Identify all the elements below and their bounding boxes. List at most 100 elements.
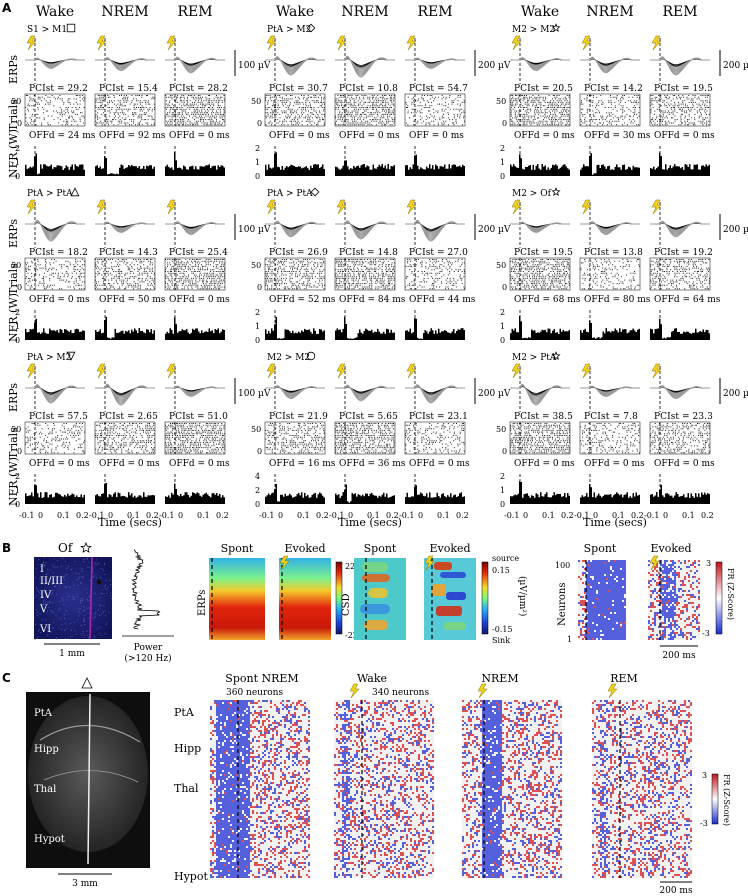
area-label: Of bbox=[58, 541, 74, 555]
nfr-tick: 2 bbox=[500, 144, 505, 153]
raster-spikes bbox=[265, 423, 325, 454]
region-label-axis: Thal bbox=[174, 782, 199, 795]
time-tick: -0.1 bbox=[89, 511, 104, 520]
stimulus-bolt-icon bbox=[511, 35, 522, 51]
panel-letter-c: C bbox=[2, 671, 11, 685]
time-tick: 0 bbox=[178, 511, 183, 520]
trial-tick: 50 bbox=[496, 261, 506, 270]
state-label: REM bbox=[417, 4, 452, 20]
trial-tick: 50 bbox=[11, 425, 21, 434]
stimulus-bolt-icon bbox=[651, 363, 662, 379]
offd-value: OFFd = 64 ms bbox=[654, 295, 721, 305]
pci-value: PCIst = 19.5 bbox=[654, 84, 713, 94]
nfr-tick: 2 bbox=[15, 144, 20, 153]
scale-bar-label: 100 µV bbox=[238, 389, 271, 399]
nfr-histogram bbox=[335, 160, 395, 176]
condition-header: Evoked bbox=[429, 542, 470, 555]
stimulus-bolt-icon bbox=[96, 35, 107, 51]
erp-trace bbox=[650, 220, 710, 238]
colorbar-tick: -0.15 bbox=[492, 625, 513, 634]
csd-blob bbox=[364, 620, 388, 630]
offd-value: OFF = 0 ms bbox=[409, 131, 464, 141]
diamond-icon bbox=[310, 187, 320, 197]
block-label: PtA > M2 bbox=[27, 353, 71, 363]
erp-trace bbox=[510, 221, 570, 233]
stimulus-bolt-icon bbox=[279, 555, 290, 571]
erp-trace bbox=[405, 384, 465, 404]
raster-spikes bbox=[405, 95, 465, 126]
offd-value: OFFd = 0 ms bbox=[584, 459, 645, 469]
circle-icon bbox=[306, 351, 316, 361]
population-fr-heatmap bbox=[210, 700, 310, 878]
fr-suppressed-cells bbox=[578, 560, 626, 640]
erp-trace bbox=[25, 57, 85, 69]
condition-header: Evoked bbox=[650, 542, 691, 555]
csd-colorbar bbox=[481, 561, 489, 635]
nfr-histogram bbox=[95, 483, 155, 504]
stim-block: M2 > M2 PCIst = 21.9 50 0 OFFd = 16 ms 4 2 0 -0.… bbox=[251, 351, 511, 529]
stimulus-bolt-icon bbox=[424, 555, 435, 571]
offd-value: OFFd = 52 ms bbox=[269, 295, 336, 305]
neuron-tick: 100 bbox=[555, 561, 570, 570]
row-label-erps: ERPs bbox=[7, 55, 20, 84]
nfr-tick: 1 bbox=[500, 322, 505, 331]
pci-value: PCIst = 2.65 bbox=[99, 412, 158, 422]
diamond-icon bbox=[306, 23, 316, 33]
pci-value: PCIst = 15.4 bbox=[99, 84, 158, 94]
star-icon bbox=[551, 187, 561, 196]
colorbar-tick: 220 bbox=[345, 562, 360, 571]
stimulus-bolt-icon bbox=[336, 35, 347, 51]
scale-bar-label: 1 mm bbox=[59, 649, 85, 659]
scale-bar-label: 3 mm bbox=[72, 879, 98, 889]
fr-excited-cells bbox=[334, 700, 434, 878]
colorbar-tick: -3 bbox=[702, 629, 710, 638]
neuron-count: 340 neurons bbox=[372, 688, 429, 698]
csd-heatmap-evoked bbox=[424, 558, 476, 640]
scale-bar-label: 200 µV bbox=[478, 225, 511, 235]
condition-header: Spont bbox=[221, 542, 254, 555]
trial-tick: 50 bbox=[11, 261, 21, 270]
nfr-histogram bbox=[165, 152, 225, 176]
nfr-histogram bbox=[265, 316, 325, 340]
fr-suppressed-cells bbox=[592, 700, 692, 878]
erp-trace bbox=[165, 221, 225, 235]
raster-spikes bbox=[165, 259, 225, 290]
trial-tick: 0 bbox=[502, 447, 507, 456]
csd-blob bbox=[360, 604, 390, 614]
block-label: S1 > M1 bbox=[27, 25, 67, 35]
probe-track bbox=[87, 693, 91, 865]
pci-value: PCIst = 7.8 bbox=[584, 412, 638, 422]
nfr-histogram bbox=[95, 156, 155, 176]
nfr-histogram bbox=[580, 153, 640, 176]
trial-tick: 0 bbox=[502, 119, 507, 128]
scale-bar-label: 200 µV bbox=[478, 61, 511, 71]
pci-value: PCIst = 14.8 bbox=[339, 248, 398, 258]
population-fr-heatmap bbox=[592, 700, 692, 878]
time-tick: 0.1 bbox=[682, 511, 695, 520]
nfr-tick: 1 bbox=[255, 322, 260, 331]
nfr-histogram bbox=[335, 484, 395, 504]
csd-blob bbox=[440, 572, 466, 578]
erp-trace bbox=[25, 219, 85, 242]
cortex-layer-label: I bbox=[40, 564, 44, 575]
neuron-count: 360 neurons bbox=[226, 688, 283, 698]
csd-blob bbox=[362, 574, 390, 582]
square-icon bbox=[66, 23, 76, 33]
state-label: REM bbox=[177, 4, 212, 20]
cortex-layer-label: VI bbox=[39, 624, 51, 635]
fr-suppressed-cells bbox=[210, 700, 310, 878]
nfr-tick: 4 bbox=[255, 472, 260, 481]
row-label-nfr: NFR (W) bbox=[7, 293, 20, 342]
row-label-trials: Trials bbox=[7, 263, 20, 295]
time-tick: 0 bbox=[523, 511, 528, 520]
pci-value: PCIst = 28.2 bbox=[169, 84, 228, 94]
offd-value: OFFd = 0 ms bbox=[339, 131, 400, 141]
time-tick: 0.2 bbox=[456, 511, 469, 520]
time-tick: -0.1 bbox=[259, 511, 274, 520]
csd-blob bbox=[436, 606, 462, 616]
erp-trace bbox=[510, 57, 570, 71]
raster-spikes bbox=[650, 259, 710, 290]
erp-trace bbox=[25, 384, 85, 404]
raster-spikes bbox=[580, 95, 640, 126]
